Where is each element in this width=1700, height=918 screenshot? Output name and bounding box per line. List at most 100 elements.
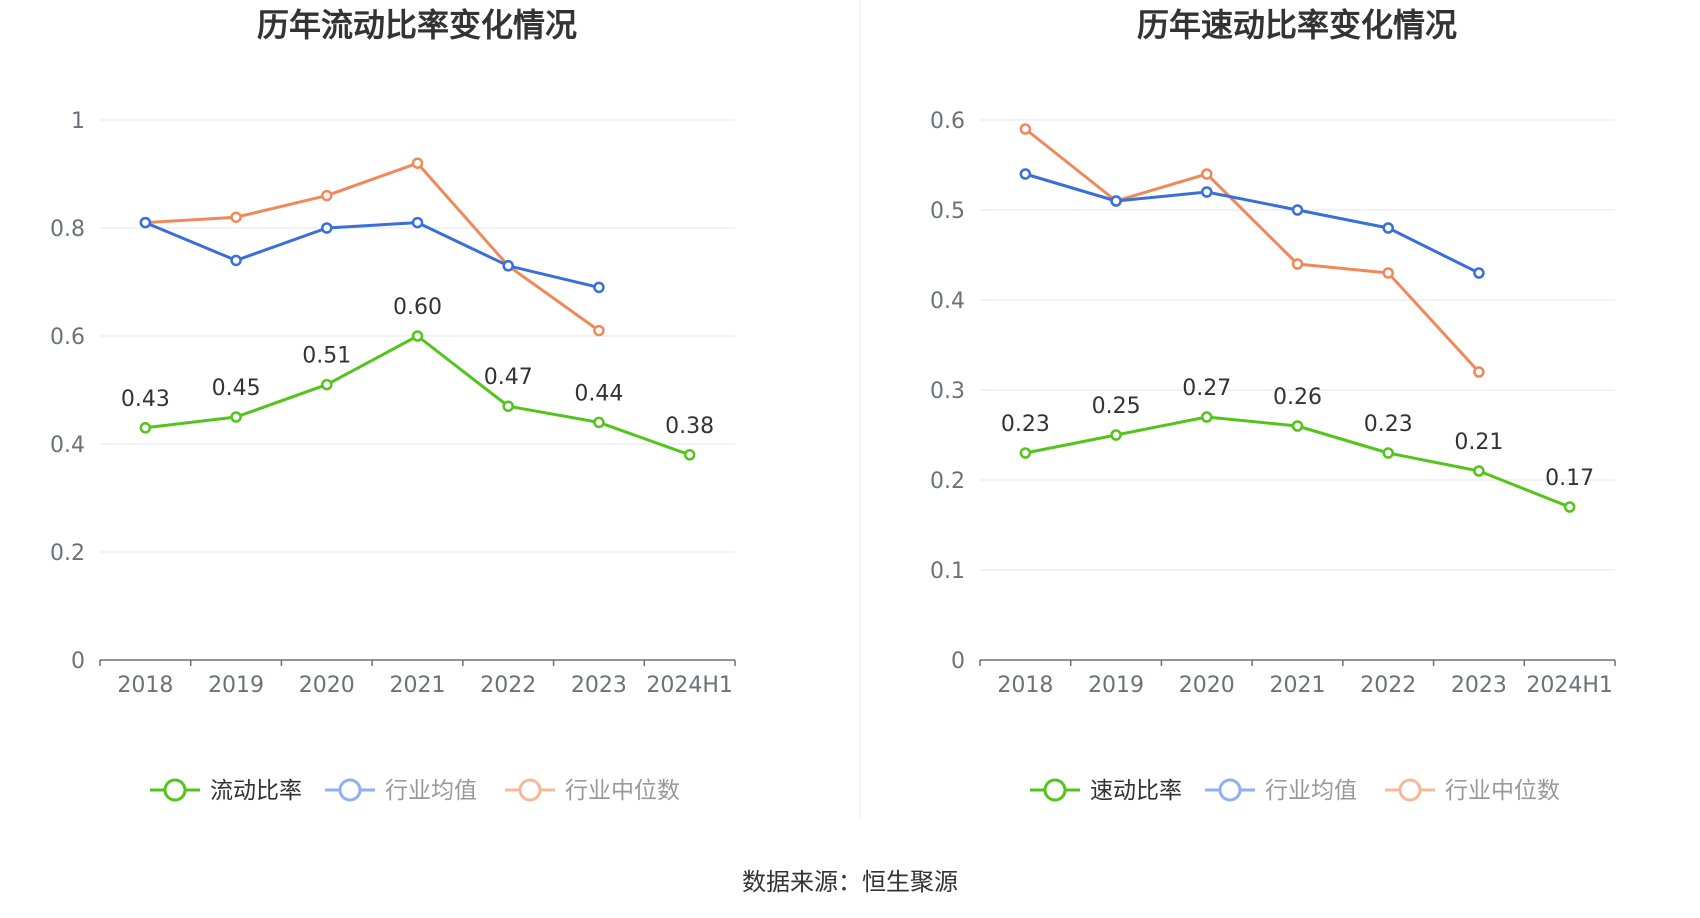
legend-marker xyxy=(163,778,187,802)
data-point[interactable] xyxy=(1201,168,1213,180)
legend-marker xyxy=(518,778,542,802)
quick-ratio-chart: 历年速动比率变化情况 0 0.1 0.2 0.3 0.4 0.5 0.6 2018 2019 202… xyxy=(930,6,1616,804)
x-tick-label: 2020 xyxy=(1179,673,1235,698)
data-point[interactable] xyxy=(321,378,333,391)
legend-item-1[interactable]: 行业均值 xyxy=(325,778,477,804)
data-point[interactable] xyxy=(1110,429,1122,441)
y-tick-label: 0.6 xyxy=(930,109,965,134)
x-tick-label: 2022 xyxy=(480,673,536,698)
legend-marker xyxy=(338,778,362,802)
legend-item-2[interactable]: 行业中位数 xyxy=(505,778,680,804)
y-tick-label: 0.1 xyxy=(930,559,965,584)
data-point[interactable] xyxy=(230,254,242,267)
legend-item-0[interactable]: 速动比率 xyxy=(1030,778,1182,804)
x-tick-label: 2020 xyxy=(299,673,355,698)
data-point[interactable] xyxy=(411,157,424,169)
y-tick-label: 0 xyxy=(71,649,85,674)
data-label: 0.47 xyxy=(484,365,533,390)
y-tick-label: 0.4 xyxy=(50,433,85,458)
x-tick-label: 2018 xyxy=(117,673,173,698)
legend-marker xyxy=(1398,778,1422,802)
series-line-2 xyxy=(145,161,600,332)
data-point[interactable] xyxy=(593,416,605,429)
chart-title: 历年流动比率变化情况 xyxy=(257,6,577,44)
legend-label: 速动比率 xyxy=(1090,778,1182,804)
data-label: 0.27 xyxy=(1182,376,1231,401)
data-label: 0.21 xyxy=(1454,430,1503,455)
data-point[interactable] xyxy=(1291,258,1304,270)
legend-marker xyxy=(1218,778,1242,802)
data-label: 0.23 xyxy=(1001,412,1050,437)
data-label: 0.45 xyxy=(212,376,261,401)
series-line-1 xyxy=(1024,172,1480,275)
current-ratio-chart: 历年流动比率变化情况 0 0.2 0.4 0.6 0.8 1 2018 2019 2020 2021… xyxy=(50,6,736,804)
data-point[interactable] xyxy=(1019,123,1032,135)
data-point[interactable] xyxy=(139,422,152,434)
data-point[interactable] xyxy=(1110,195,1122,207)
data-point[interactable] xyxy=(321,189,333,202)
x-tick-label: 2024H1 xyxy=(1526,673,1613,698)
data-point[interactable] xyxy=(139,216,152,229)
data-point[interactable] xyxy=(593,324,605,337)
data-label: 0.44 xyxy=(574,381,623,406)
legend-marker xyxy=(1043,778,1067,802)
data-point[interactable] xyxy=(683,449,696,461)
series-line-2 xyxy=(1024,127,1481,374)
data-point[interactable] xyxy=(230,211,242,223)
x-tick-label: 2018 xyxy=(997,673,1053,698)
data-point[interactable] xyxy=(411,330,424,342)
data-point[interactable] xyxy=(1473,465,1485,477)
data-point[interactable] xyxy=(1473,366,1485,378)
x-tick-label: 2023 xyxy=(1451,673,1507,698)
data-point[interactable] xyxy=(1382,222,1394,234)
data-point[interactable] xyxy=(502,260,514,272)
y-tick-label: 0.8 xyxy=(50,217,85,242)
x-tick-label: 2023 xyxy=(571,673,627,698)
y-tick-label: 0.4 xyxy=(930,289,965,314)
legend-label: 行业中位数 xyxy=(1445,778,1560,804)
data-source: 数据来源：恒生聚源 xyxy=(742,868,958,896)
y-tick-label: 0 xyxy=(951,649,965,674)
data-label: 0.43 xyxy=(121,387,170,412)
y-tick-label: 0.5 xyxy=(930,199,965,224)
y-tick-label: 0.2 xyxy=(930,469,965,494)
data-label: 0.60 xyxy=(393,295,442,320)
data-label: 0.25 xyxy=(1092,394,1141,419)
data-point[interactable] xyxy=(1201,186,1213,198)
legend-item-1[interactable]: 行业均值 xyxy=(1205,778,1357,804)
data-point[interactable] xyxy=(1563,501,1576,513)
legend-label: 行业均值 xyxy=(1265,778,1357,804)
legend-item-2[interactable]: 行业中位数 xyxy=(1385,778,1560,804)
data-point[interactable] xyxy=(230,411,242,423)
y-tick-label: 0.6 xyxy=(50,325,85,350)
y-tick-label: 0.2 xyxy=(50,541,85,566)
x-tick-label: 2024H1 xyxy=(646,673,733,698)
legend-item-0[interactable]: 流动比率 xyxy=(150,778,302,804)
x-tick-label: 2019 xyxy=(208,673,264,698)
data-point[interactable] xyxy=(1291,204,1304,216)
data-point[interactable] xyxy=(1201,411,1213,423)
data-point[interactable] xyxy=(1019,447,1032,459)
legend-label: 行业中位数 xyxy=(565,778,680,804)
data-label: 0.38 xyxy=(665,414,714,439)
data-point[interactable] xyxy=(1019,168,1032,180)
data-point[interactable] xyxy=(411,216,424,229)
data-point[interactable] xyxy=(1382,447,1394,459)
data-label: 0.23 xyxy=(1364,412,1413,437)
data-point[interactable] xyxy=(593,281,605,294)
data-point[interactable] xyxy=(321,222,333,234)
chart-title: 历年速动比率变化情况 xyxy=(1137,6,1457,44)
x-tick-label: 2021 xyxy=(390,673,446,698)
x-tick-label: 2021 xyxy=(1270,673,1326,698)
x-tick-label: 2019 xyxy=(1088,673,1144,698)
data-label: 0.17 xyxy=(1545,466,1594,491)
data-point[interactable] xyxy=(1291,420,1304,432)
y-tick-label: 0.3 xyxy=(930,379,965,404)
data-point[interactable] xyxy=(1473,267,1485,279)
data-point[interactable] xyxy=(502,400,514,412)
y-tick-label: 1 xyxy=(71,109,85,134)
series-line-1 xyxy=(144,221,600,289)
data-point[interactable] xyxy=(1382,267,1394,279)
data-label: 0.26 xyxy=(1273,385,1322,410)
